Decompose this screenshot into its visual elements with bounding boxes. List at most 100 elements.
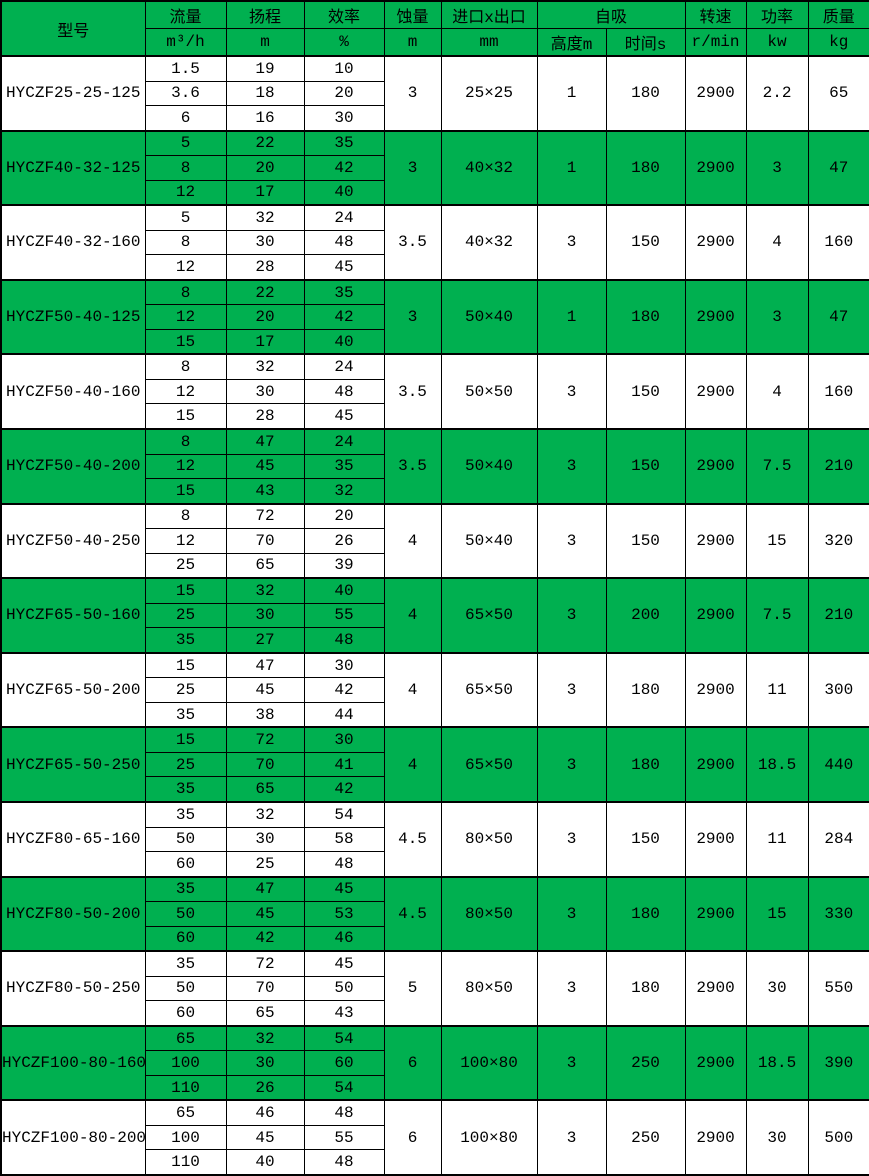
prime-height-cell: 3 — [536, 800, 607, 878]
table-body: HYCZF25-25-125 1.5 19 10 3 25×25 1 180 2900 2.2 65… — [0, 54, 869, 1176]
flow-cell: 35 — [144, 776, 227, 803]
eff-cell: 55 — [303, 1124, 385, 1151]
head-cell: 65 — [225, 776, 305, 803]
speed-cell: 2900 — [684, 577, 747, 654]
unit-speed: r/min — [684, 27, 747, 57]
head-cell: 70 — [225, 975, 305, 1002]
mass-cell: 210 — [807, 577, 869, 654]
flow-cell: 8 — [144, 155, 227, 181]
ports-cell: 65×50 — [440, 651, 538, 728]
spec-row: HYCZF100-80-160 65 32 54 6 100×80 3 250 2900 18.5… — [0, 1024, 869, 1101]
speed-cell: 2900 — [684, 129, 747, 206]
header-flow: 流量 — [144, 0, 227, 29]
ports-cell: 50×40 — [440, 278, 538, 355]
prime-time-cell: 150 — [605, 800, 686, 878]
head-cell: 47 — [225, 651, 305, 679]
prime-height-cell: 3 — [536, 427, 607, 505]
model-cell: HYCZF25-25-125 — [0, 55, 146, 132]
speed-cell: 2900 — [684, 502, 747, 579]
flow-cell: 15 — [144, 477, 227, 505]
head-cell: 45 — [225, 453, 305, 479]
model-cell: HYCZF50-40-200 — [0, 427, 146, 505]
head-cell: 32 — [225, 204, 305, 231]
mass-cell: 500 — [807, 1099, 869, 1176]
speed-cell: 2900 — [684, 651, 747, 728]
eff-cell: 24 — [303, 204, 385, 231]
ports-cell: 25×25 — [440, 55, 538, 132]
npsh-cell: 4 — [383, 577, 442, 654]
head-cell: 25 — [225, 850, 305, 878]
flow-cell: 35 — [144, 950, 227, 977]
flow-cell: 12 — [144, 254, 227, 281]
mass-cell: 390 — [807, 1024, 869, 1101]
unit-power: kw — [745, 27, 809, 57]
spec-row: 100 45 55 — [1, 1124, 869, 1151]
mass-cell: 160 — [807, 353, 869, 430]
spec-row: HYCZF80-50-200 35 47 45 4.5 80×50 3 180 2900 15 33… — [0, 875, 869, 952]
eff-cell: 54 — [303, 1074, 385, 1101]
power-cell: 30 — [745, 1099, 809, 1176]
speed-cell: 2900 — [684, 800, 747, 878]
flow-cell: 8 — [144, 427, 227, 455]
head-cell: 30 — [225, 378, 305, 405]
mass-cell: 300 — [807, 651, 869, 728]
prime-height-cell: 3 — [536, 726, 607, 803]
spec-row: HYCZF50-40-250 8 72 20 4 50×40 3 150 2900 15 320 — [0, 502, 869, 579]
head-cell: 32 — [225, 577, 305, 604]
npsh-cell: 6 — [383, 1024, 442, 1101]
flow-cell: 60 — [144, 1000, 227, 1027]
eff-cell: 39 — [303, 552, 385, 579]
mass-cell: 550 — [807, 950, 869, 1027]
spec-row: 8 30 48 — [1, 229, 869, 256]
npsh-cell: 3.5 — [383, 353, 442, 430]
head-cell: 30 — [225, 602, 305, 629]
ports-cell: 100×80 — [440, 1024, 538, 1101]
spec-row: 8 20 42 — [1, 155, 869, 181]
flow-cell: 12 — [144, 179, 227, 206]
eff-cell: 10 — [303, 54, 385, 82]
speed-cell: 2900 — [684, 278, 747, 355]
spec-row: HYCZF50-40-200 8 47 24 3.5 50×40 3 150 2900 7.5 21… — [0, 427, 869, 505]
mass-cell: 210 — [807, 427, 869, 505]
prime-time-cell: 180 — [605, 651, 686, 728]
spec-row: 110 40 48 — [1, 1149, 869, 1176]
npsh-cell: 4.5 — [383, 875, 442, 952]
head-cell: 72 — [225, 502, 305, 530]
header-head: 扬程 — [225, 0, 305, 29]
eff-cell: 24 — [303, 427, 385, 455]
head-cell: 38 — [225, 701, 305, 728]
head-cell: 46 — [225, 1099, 305, 1126]
prime-time-cell: 150 — [605, 427, 686, 505]
eff-cell: 42 — [303, 155, 385, 181]
spec-row: 12 30 48 — [1, 378, 869, 405]
spec-row: 60 65 43 — [1, 1000, 869, 1027]
spec-row: 35 65 42 — [1, 776, 869, 803]
prime-time-cell: 200 — [605, 577, 686, 654]
eff-cell: 55 — [303, 602, 385, 629]
npsh-cell: 3 — [383, 129, 442, 206]
head-cell: 65 — [225, 552, 305, 579]
spec-row: HYCZF65-50-160 15 32 40 4 65×50 3 200 2900 7.5 210 — [0, 577, 869, 654]
head-cell: 65 — [225, 1000, 305, 1027]
flow-cell: 25 — [144, 552, 227, 579]
header-mass: 质量 — [807, 0, 869, 29]
spec-row: 25 45 42 — [1, 677, 869, 703]
spec-row: 12 20 42 — [1, 304, 869, 330]
model-cell: HYCZF40-32-160 — [0, 204, 146, 281]
ports-cell: 50×40 — [440, 502, 538, 579]
eff-cell: 35 — [303, 278, 385, 306]
prime-time-cell: 150 — [605, 204, 686, 281]
model-cell: HYCZF65-50-200 — [0, 651, 146, 728]
eff-cell: 48 — [303, 1099, 385, 1126]
flow-cell: 60 — [144, 850, 227, 878]
model-cell: HYCZF80-50-200 — [0, 875, 146, 952]
unit-head: m — [225, 27, 305, 57]
spec-row: 50 45 53 — [1, 901, 869, 927]
eff-cell: 53 — [303, 901, 385, 927]
prime-height-cell: 1 — [536, 55, 607, 132]
spec-row: HYCZF25-25-125 1.5 19 10 3 25×25 1 180 2900 2.2 65 — [0, 54, 869, 132]
mass-cell: 330 — [807, 875, 869, 952]
unit-ports: mm — [440, 27, 538, 57]
eff-cell: 30 — [303, 105, 385, 132]
